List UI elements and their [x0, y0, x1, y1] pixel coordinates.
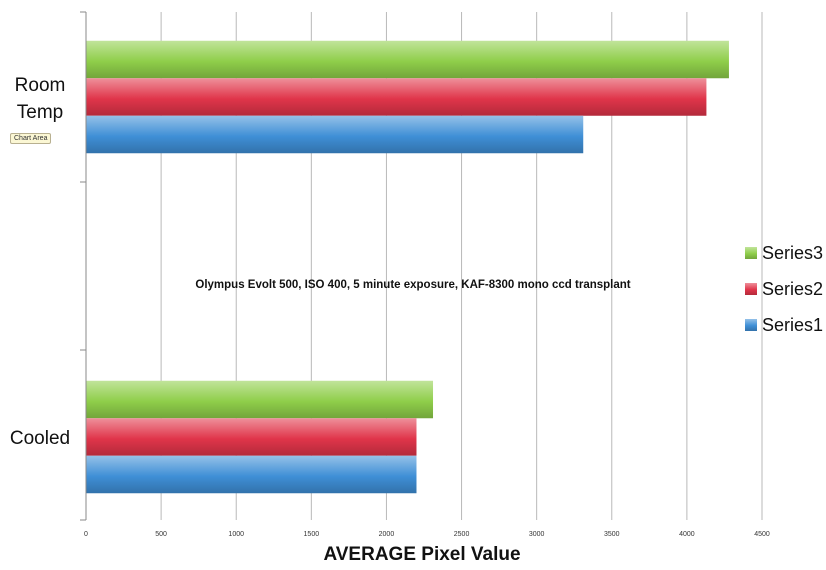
axes [80, 11, 87, 521]
category-label: Temp [17, 102, 63, 123]
category-label: Cooled [10, 428, 70, 449]
bar-series1-cooled [86, 455, 417, 494]
chart-annotation: Olympus Evolt 500, ISO 400, 5 minute exp… [195, 279, 630, 291]
legend: Series3 Series2 Series1 [745, 243, 823, 335]
bar-series3-room-temp [86, 40, 729, 79]
bar-series1-room-temp [86, 115, 584, 154]
x-tick-label: 2000 [379, 531, 395, 538]
bar-series2-cooled [86, 418, 417, 456]
legend-label-series1: Series1 [762, 315, 823, 335]
legend-label-series2: Series2 [762, 279, 823, 299]
legend-swatch-series2 [745, 283, 757, 295]
x-tick-label: 3000 [529, 531, 545, 538]
x-tick-label: 1500 [304, 531, 320, 538]
bars [86, 40, 729, 494]
x-tick-label: 1000 [228, 531, 244, 538]
legend-swatch-series3 [745, 247, 757, 259]
x-axis-label: AVERAGE Pixel Value [323, 544, 520, 565]
legend-swatch-series1 [745, 319, 757, 331]
category-label: Room [15, 75, 66, 96]
x-tick-labels: 0 500 1000 1500 2000 2500 3000 3500 4000 4500 [84, 531, 770, 538]
bar-series3-cooled [86, 380, 434, 419]
x-tick-label: 3500 [604, 531, 620, 538]
x-tick-label: 4500 [754, 531, 770, 538]
x-tick-label: 500 [155, 531, 167, 538]
category-labels: Room Temp Cooled [10, 75, 70, 449]
chart-area-tooltip: Chart Area [10, 133, 52, 144]
bar-series2-room-temp [86, 78, 707, 116]
legend-label-series3: Series3 [762, 243, 823, 263]
x-tick-label: 2500 [454, 531, 470, 538]
x-tick-label: 4000 [679, 531, 695, 538]
x-tick-label: 0 [84, 531, 88, 538]
